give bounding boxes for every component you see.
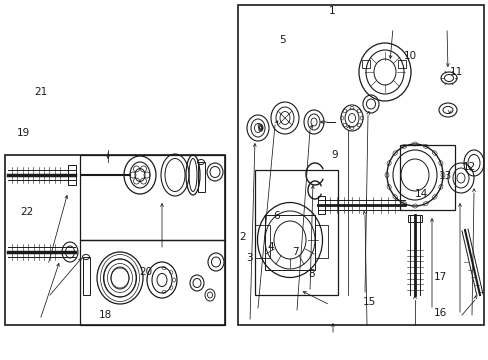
Text: 21: 21 (34, 87, 47, 97)
Bar (80, 240, 224, 325)
Bar (254, 225, 269, 258)
Text: 8: 8 (307, 269, 314, 279)
Text: 5: 5 (279, 35, 285, 45)
Bar (198, 162, 204, 192)
Bar (80, 155, 224, 240)
Text: 11: 11 (448, 67, 462, 77)
Bar (317, 196, 325, 214)
Text: 12: 12 (462, 162, 475, 172)
Bar (5, 155, 224, 325)
Text: 15: 15 (362, 297, 375, 307)
Text: 9: 9 (331, 150, 338, 160)
Text: 22: 22 (20, 207, 34, 217)
Text: 10: 10 (404, 51, 416, 61)
Text: 2: 2 (239, 232, 246, 242)
Bar (238, 5, 483, 325)
Text: 3: 3 (245, 253, 252, 264)
Text: 20: 20 (139, 267, 152, 277)
Text: 13: 13 (437, 171, 451, 181)
Text: 16: 16 (432, 308, 446, 318)
Bar (83, 257, 90, 295)
Text: 17: 17 (432, 272, 446, 282)
Text: 6: 6 (272, 211, 279, 221)
Bar (68, 165, 76, 185)
Text: 4: 4 (266, 242, 273, 252)
Bar (264, 215, 314, 270)
Text: 14: 14 (414, 189, 427, 199)
Text: 1: 1 (328, 6, 335, 16)
Bar (407, 215, 421, 222)
Text: 18: 18 (98, 310, 112, 320)
Bar (314, 225, 327, 258)
Bar (397, 60, 405, 68)
Bar (361, 60, 369, 68)
Bar (399, 145, 454, 210)
Text: 19: 19 (16, 128, 30, 138)
Text: 7: 7 (292, 247, 299, 257)
Bar (254, 170, 337, 295)
